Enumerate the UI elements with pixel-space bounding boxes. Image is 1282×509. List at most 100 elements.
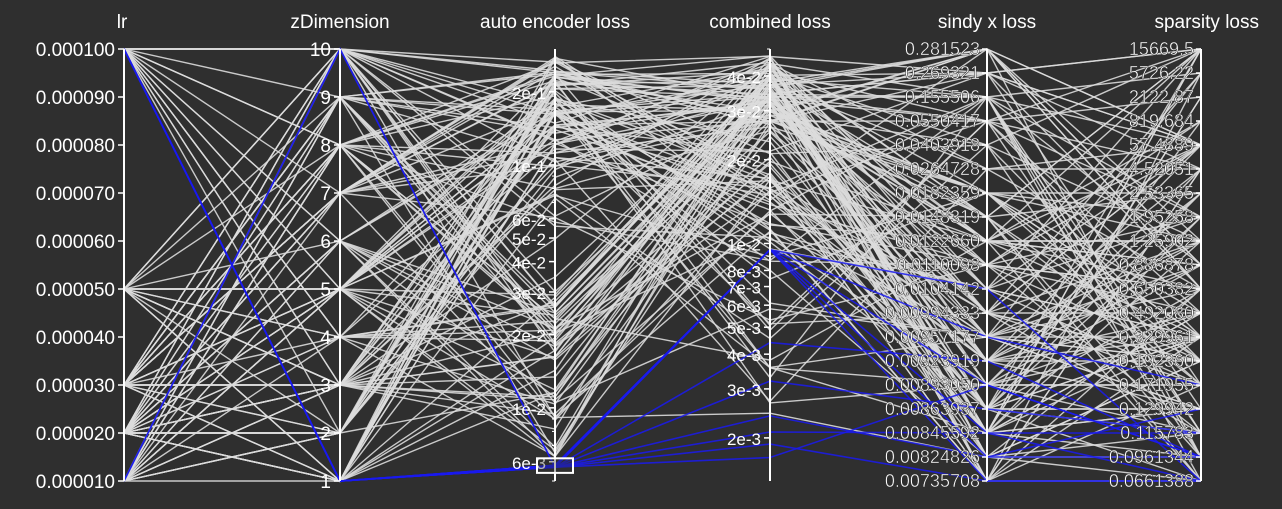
axis-title: zDimension [290,12,389,33]
tick-label: 0.000060 [36,232,115,253]
tick-label: 4e-2 [512,254,546,273]
context-line [123,90,1202,434]
tick-label: 57.4889 [1129,135,1194,155]
context-line [123,112,1202,482]
tick-label: 4e-3 [727,346,761,365]
tick-label: 5e-2 [512,230,546,249]
axis-combined_loss[interactable]: combined loss 4e-2 3e-2 2e-2 1e-2 8e-37e-36e-… [709,12,831,481]
axis-title: sindy x loss [938,12,1036,33]
context-line [123,96,1202,482]
brush-selection[interactable] [536,457,574,474]
tick-label: 8e-3 [727,262,761,281]
tick-label: 1 [320,472,331,493]
tick-label: 2.53365 [1129,183,1194,203]
tick-label: 2 [320,424,331,445]
tick-label: 3e-2 [512,284,546,303]
context-line [124,95,1202,410]
tick-label: 5e-3 [727,319,761,338]
tick-label: 0.000070 [36,184,115,205]
tick-label: 0.269321 [905,63,980,83]
tick-label: 0.115783 [1120,423,1194,443]
tick-label: 0.329961 [1119,327,1194,347]
tick-label: 6e-2 [512,211,546,230]
tick-label: 0.0104142 [895,279,980,299]
tick-label: 6 [320,232,331,253]
tick-label: 0.000010 [36,472,115,493]
axis-sparsity_loss[interactable]: sparsity loss 15669.5 5726.22 2122.87 819.68… [1109,12,1259,491]
tick-label: 0.0661388 [1109,471,1194,491]
tick-label: 4.52051 [1129,159,1194,179]
tick-label: 8 [320,136,331,157]
tick-label: 0.0961344 [1109,447,1194,467]
tick-label: 0.00957177 [885,327,980,347]
tick-label: 0.0122660 [895,231,980,251]
tick-label: 0.0110098 [896,255,980,275]
tick-label: 0.0182359 [895,183,980,203]
context-line [123,48,1202,451]
tick-label: 0.00735708 [885,471,980,491]
tick-label: 5 [320,280,331,301]
tick-label: 819.684 [1129,111,1194,131]
tick-label: 0.492080 [1119,303,1194,323]
axis-zDimension[interactable]: zDimension 10 9 8 7 6 5 4 3 2 1 [290,12,389,493]
tick-label: 0.000100 [36,40,115,61]
tick-label: 2e-2 [727,152,761,171]
highlighted-lines [123,47,1202,482]
tick-label: 2e-1 [512,84,546,103]
tick-label: 1e-1 [512,157,546,176]
tick-label: 0.129942 [1119,399,1194,419]
tick-label: 3 [320,376,331,397]
tick-label: 0.000050 [36,280,115,301]
tick-label: 2e-3 [727,430,761,449]
tick-label: 4e-2 [727,68,761,87]
axis-title: sparsity loss [1154,12,1259,33]
context-line [124,48,1202,242]
tick-label: 0.00824826 [885,447,980,467]
context-line [123,48,1202,335]
context-line [123,48,1202,290]
tick-label: 0.0550417 [895,111,980,131]
tick-label: 0.00893050 [885,375,980,395]
tick-label: 2e-2 [512,327,546,346]
tick-label: 0.650382 [1119,279,1194,299]
tick-label: 3e-2 [727,103,761,122]
axis-title: combined loss [709,12,830,33]
context-line [123,79,1202,482]
tick-label: 4 [320,328,331,349]
tick-label: 1e-2 [512,400,546,419]
tick-label: 0.000080 [36,136,115,157]
axis-lr[interactable]: lr0.000100 0.000090 0.000080 0.000070 0.0000… [36,12,128,493]
tick-label: 0.171955 [1119,375,1194,395]
axis-title: lr [117,12,128,33]
tick-label: 0.281523 [905,39,980,59]
tick-label: 0.0148319 [895,207,980,227]
axis-title: auto encoder loss [480,12,630,33]
tick-label: 0.00863937 [885,399,980,419]
tick-label: 0.00845592 [885,423,980,443]
context-line [123,48,1202,386]
context-lines [123,47,1202,483]
context-line [123,47,1202,435]
tick-label: 2122.87 [1129,87,1194,107]
tick-label: 7e-3 [727,279,761,298]
context-line [123,104,1202,482]
tick-label: 0.192360 [1119,351,1194,371]
highlighted-line[interactable] [123,48,1202,482]
context-line [123,48,1202,482]
tick-label: 0.155506 [905,87,980,107]
tick-label: 1e-2 [727,235,761,254]
tick-label: 0.0264728 [895,159,980,179]
axis-sindy_x_loss[interactable]: sindy x loss 0.281523 0.269321 0.155506 0.05… [885,12,1036,491]
tick-label: 0.886878 [1119,255,1194,275]
context-line [124,62,1202,482]
tick-label: 9 [320,88,331,109]
tick-label: 0.000030 [36,376,115,397]
context-line [123,106,1202,434]
tick-label: 3e-3 [727,381,761,400]
context-line [123,64,1202,458]
tick-label: 15669.5 [1129,39,1194,59]
tick-label: 0.00994333 [885,303,980,323]
tick-label: 5726.22 [1129,63,1194,83]
context-line [124,80,1202,434]
